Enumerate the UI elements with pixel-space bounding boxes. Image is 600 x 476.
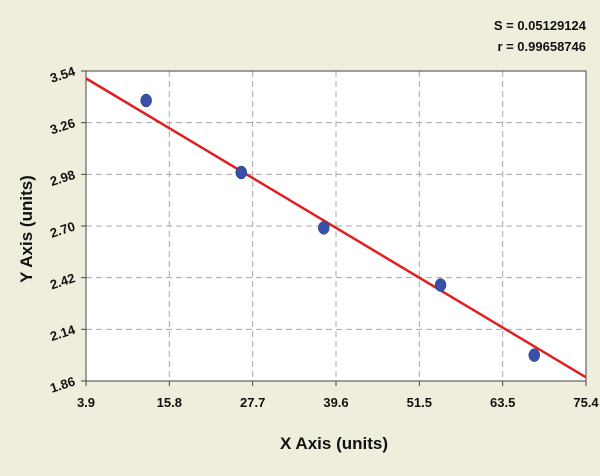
y-tick-label: 2.70: [48, 219, 77, 241]
x-axis-title: X Axis (units): [280, 434, 388, 453]
data-points: [140, 93, 541, 362]
y-tick-label: 1.86: [48, 374, 77, 396]
data-point: [318, 221, 330, 235]
y-tick-label: 3.26: [48, 115, 77, 137]
x-tick-label: 3.9: [77, 395, 95, 410]
s-statistic: S = 0.05129124: [494, 18, 587, 33]
y-tick-label: 2.42: [48, 270, 77, 292]
x-tick-label: 51.5: [407, 395, 432, 410]
regression-line: [85, 77, 587, 379]
y-tick-label: 3.54: [48, 63, 77, 85]
data-point: [434, 278, 447, 292]
x-tick-label: 75.4: [573, 395, 599, 410]
data-point: [235, 165, 247, 180]
x-tick-label: 39.6: [323, 395, 348, 410]
x-tick-label: 15.8: [157, 395, 182, 410]
data-point: [140, 93, 152, 108]
y-tick-label: 2.98: [48, 167, 77, 189]
grid-lines: [86, 71, 586, 381]
x-tick-label: 27.7: [240, 395, 265, 410]
y-tick-label: 2.14: [48, 322, 77, 344]
x-tick-label: 63.5: [490, 395, 515, 410]
x-axis-ticks: 3.9 15.8 27.7 39.6 51.5 63.5 75.4: [77, 381, 599, 410]
r-statistic: r = 0.99658746: [497, 39, 586, 54]
data-point: [528, 348, 541, 362]
y-axis-title: Y Axis (units): [17, 175, 36, 283]
y-axis-ticks: 3.54 3.26 2.98 2.70 2.42 2.14 1.86: [48, 63, 86, 396]
